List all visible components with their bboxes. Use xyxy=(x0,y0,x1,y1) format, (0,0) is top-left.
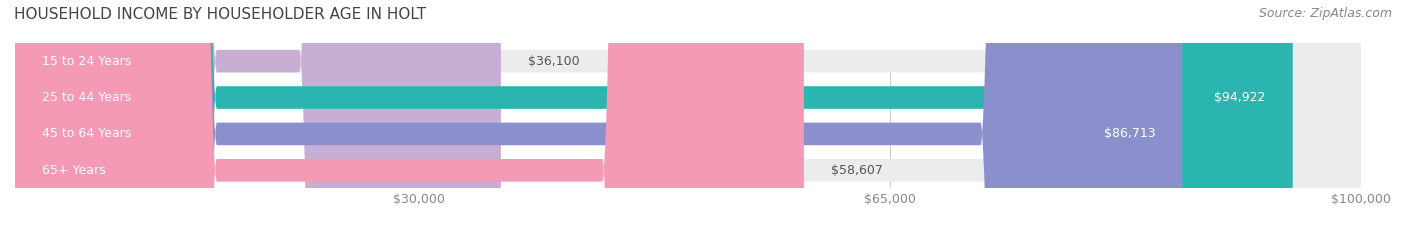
FancyBboxPatch shape xyxy=(15,0,1292,233)
Text: 65+ Years: 65+ Years xyxy=(42,164,105,177)
FancyBboxPatch shape xyxy=(15,0,1182,233)
Text: Source: ZipAtlas.com: Source: ZipAtlas.com xyxy=(1258,7,1392,20)
FancyBboxPatch shape xyxy=(15,0,1361,233)
Text: 45 to 64 Years: 45 to 64 Years xyxy=(42,127,131,140)
Text: HOUSEHOLD INCOME BY HOUSEHOLDER AGE IN HOLT: HOUSEHOLD INCOME BY HOUSEHOLDER AGE IN H… xyxy=(14,7,426,22)
Text: $86,713: $86,713 xyxy=(1104,127,1156,140)
Text: 25 to 44 Years: 25 to 44 Years xyxy=(42,91,131,104)
FancyBboxPatch shape xyxy=(15,0,804,233)
FancyBboxPatch shape xyxy=(15,0,1361,233)
Text: $94,922: $94,922 xyxy=(1215,91,1265,104)
Text: $58,607: $58,607 xyxy=(831,164,883,177)
FancyBboxPatch shape xyxy=(15,0,1361,233)
Text: $36,100: $36,100 xyxy=(527,55,579,68)
FancyBboxPatch shape xyxy=(15,0,1361,233)
FancyBboxPatch shape xyxy=(15,0,501,233)
Text: 15 to 24 Years: 15 to 24 Years xyxy=(42,55,131,68)
